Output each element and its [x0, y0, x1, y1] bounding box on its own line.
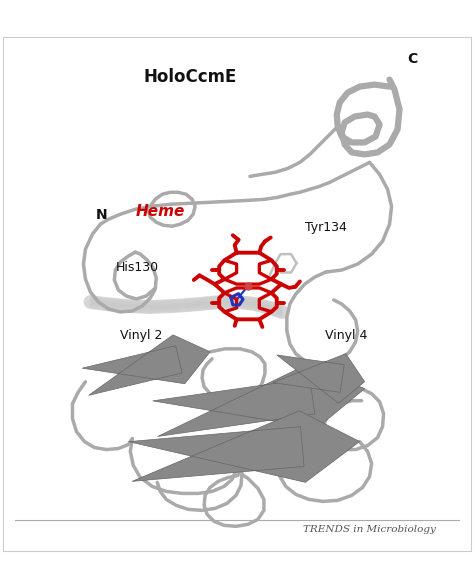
Polygon shape: [273, 353, 365, 403]
Text: His130: His130: [115, 261, 158, 274]
Text: Tyr134: Tyr134: [305, 221, 346, 234]
Text: C: C: [408, 52, 418, 66]
Text: N: N: [95, 208, 107, 222]
Text: HoloCcmE: HoloCcmE: [143, 68, 237, 86]
Polygon shape: [153, 364, 365, 436]
Text: Heme: Heme: [135, 204, 185, 219]
Polygon shape: [128, 411, 360, 482]
Polygon shape: [82, 335, 210, 395]
Text: Vinyl 2: Vinyl 2: [120, 329, 163, 342]
Text: TRENDS in Microbiology: TRENDS in Microbiology: [302, 524, 436, 534]
Text: Vinyl 4: Vinyl 4: [325, 329, 367, 342]
